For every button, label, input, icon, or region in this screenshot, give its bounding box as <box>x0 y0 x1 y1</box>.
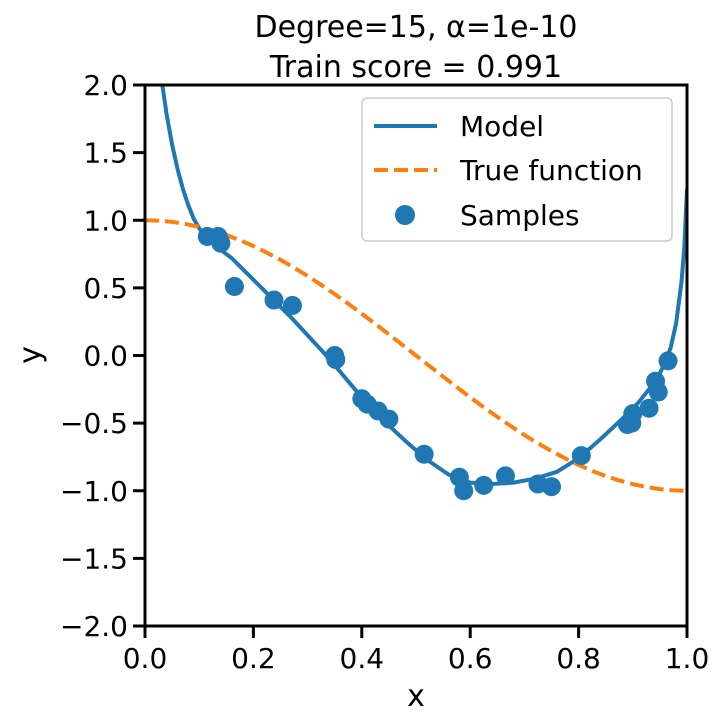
chart-title-line2: Train score = 0.991 <box>269 50 562 85</box>
x-tick-label: 1.0 <box>665 642 710 675</box>
sample-point <box>379 409 399 429</box>
sample-point <box>474 475 494 495</box>
x-axis-label: x <box>407 679 425 714</box>
sample-point <box>571 446 591 466</box>
legend-box <box>361 97 673 242</box>
sample-point <box>414 444 434 464</box>
y-tick-label: 0.0 <box>83 340 128 373</box>
sample-point <box>658 351 678 371</box>
chart-title-line1: Degree=15, α=1e-10 <box>254 10 577 45</box>
sample-point <box>639 398 659 418</box>
y-tick-label: 0.5 <box>83 272 128 305</box>
legend-samples-label: Samples <box>460 199 580 232</box>
sample-point <box>495 466 515 486</box>
sample-point <box>454 481 474 501</box>
plot-frame <box>143 83 689 628</box>
x-tick-label: 0.0 <box>123 642 168 675</box>
legend-true-function-label: True function <box>459 154 643 187</box>
x-tick-label: 0.6 <box>448 642 493 675</box>
sample-point <box>326 350 346 370</box>
true-function-line <box>145 218 687 493</box>
y-tick-label: 1.5 <box>83 137 128 170</box>
sample-point <box>224 277 244 297</box>
sample-point <box>623 404 643 424</box>
x-tick-label: 0.8 <box>556 642 601 675</box>
sample-point <box>282 295 302 315</box>
sample-point <box>542 477 561 497</box>
sample-point <box>211 233 231 253</box>
y-tick-label: −2.0 <box>60 610 128 643</box>
sample-point <box>648 382 668 402</box>
y-tick-label: −1.0 <box>60 475 128 508</box>
x-tick-label: 0.2 <box>231 642 276 675</box>
sample-point <box>264 290 284 310</box>
y-tick-label: −1.5 <box>60 542 128 575</box>
y-tick-label: −0.5 <box>60 407 128 440</box>
y-tick-label: 1.0 <box>83 204 128 237</box>
x-tick-label: 0.4 <box>340 642 385 675</box>
y-tick-label: 2.0 <box>83 69 128 102</box>
y-axis-label: y <box>13 346 48 364</box>
legend-model-label: Model <box>460 110 544 143</box>
legend: Model True function Samples <box>361 97 673 242</box>
legend-samples-marker <box>395 205 415 225</box>
